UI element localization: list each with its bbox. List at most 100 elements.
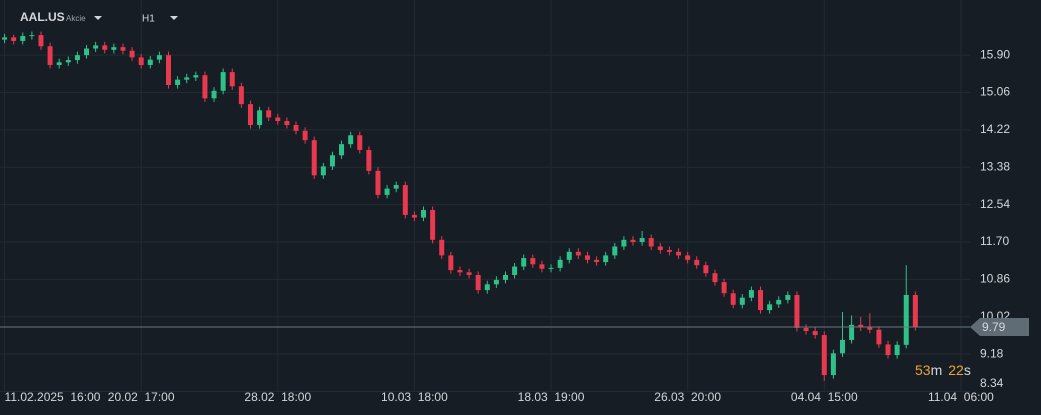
countdown-seconds-unit: s <box>964 362 971 378</box>
candle-body <box>475 274 481 291</box>
x-tick-label: 11.04 06:00 <box>928 390 994 404</box>
candle-body <box>184 77 190 80</box>
countdown-seconds: 22 <box>948 362 964 378</box>
candle-body <box>138 57 144 65</box>
candle-body <box>457 270 463 273</box>
candle-body <box>56 62 62 65</box>
candle-body <box>493 279 499 285</box>
countdown-minutes-unit: m <box>931 362 943 378</box>
candle-body <box>111 47 117 50</box>
candle-body <box>311 140 317 176</box>
candle-body <box>639 238 645 243</box>
x-tick-label: 10.03 18:00 <box>381 390 448 404</box>
candle-body <box>147 59 153 65</box>
candle-body <box>384 188 390 195</box>
candle-body <box>165 55 171 85</box>
candle-body <box>466 272 472 275</box>
candle-body <box>120 47 126 51</box>
y-tick-label: 15.06 <box>980 85 1010 99</box>
y-tick-label: 13.38 <box>980 159 1010 173</box>
candle-body <box>566 251 572 260</box>
candle-body <box>903 295 909 345</box>
candle-body <box>175 79 181 85</box>
y-tick-label: 9.18 <box>980 346 1004 360</box>
candle-body <box>557 259 563 268</box>
candle-body <box>220 72 226 91</box>
y-tick-label: 15.90 <box>980 47 1010 61</box>
candle-body <box>47 46 53 65</box>
candle-body <box>894 344 900 356</box>
candle-body <box>484 284 490 291</box>
x-tick-label: 28.02 18:00 <box>244 390 311 404</box>
candle-body <box>229 72 235 87</box>
candle-body <box>885 344 891 356</box>
candle-body <box>612 246 618 256</box>
candle-body <box>29 35 35 37</box>
candle-body <box>785 295 791 300</box>
y-tick-label: 14.22 <box>980 122 1010 136</box>
candle-body <box>512 266 518 275</box>
last-price-tag <box>970 318 1029 337</box>
candle-body <box>284 121 290 126</box>
candle-body <box>621 239 627 247</box>
candle-body <box>830 353 836 376</box>
timeframe[interactable]: H1 <box>142 14 155 25</box>
candle-body <box>630 239 636 243</box>
candle-body <box>867 327 873 330</box>
candle-body <box>20 36 26 41</box>
symbol-dropdown[interactable] <box>94 16 102 20</box>
candle-body <box>603 255 609 263</box>
candle-body <box>502 274 508 280</box>
candle-body <box>293 125 299 131</box>
candle-body <box>320 166 326 176</box>
candle-body <box>584 255 590 260</box>
candle-body <box>129 50 135 58</box>
candle-body <box>275 117 281 122</box>
x-tick-label: 18.03 19:00 <box>518 390 585 404</box>
candle-body <box>721 282 727 294</box>
timeframe-dropdown[interactable] <box>170 16 178 20</box>
symbol[interactable]: AAL.US <box>20 10 65 24</box>
candle-body <box>657 246 663 251</box>
candle-body <box>594 259 600 263</box>
countdown: 53m 22s <box>915 362 971 378</box>
x-tick-label: 20.02 17:00 <box>108 390 175 404</box>
candle-body <box>439 239 445 256</box>
candle-body <box>93 45 99 49</box>
candle-body <box>849 324 855 340</box>
candle-body <box>575 251 581 256</box>
candle-body <box>648 238 654 247</box>
candle-body <box>858 324 864 328</box>
candle-body <box>676 251 682 256</box>
candle-body <box>530 258 536 265</box>
candle-body <box>329 155 335 167</box>
candle-body <box>257 110 263 126</box>
candle-body <box>666 250 672 252</box>
candle-body <box>712 273 718 283</box>
candle-body <box>84 48 90 56</box>
candle-body <box>776 299 782 305</box>
candle-body <box>912 295 918 328</box>
y-tick-label: 10.86 <box>980 272 1010 286</box>
candle-body <box>539 264 545 269</box>
candle-body <box>821 335 827 376</box>
candle-body <box>38 35 44 47</box>
candle-body <box>238 86 244 105</box>
y-tick-label: 8.34 <box>980 376 1004 390</box>
candle-body <box>803 327 809 332</box>
countdown-minutes: 53 <box>915 362 931 378</box>
candle-body <box>812 331 818 336</box>
asset-class: Akcie <box>66 14 86 23</box>
candle-body <box>758 290 764 311</box>
candle-body <box>74 55 80 61</box>
candle-body <box>767 304 773 311</box>
candle-body <box>339 144 345 156</box>
candle-body <box>448 255 454 271</box>
candle-body <box>703 265 709 274</box>
candle-body <box>193 75 199 78</box>
candle-body <box>202 75 208 99</box>
candle-body <box>348 135 354 145</box>
candle-body <box>739 297 745 305</box>
